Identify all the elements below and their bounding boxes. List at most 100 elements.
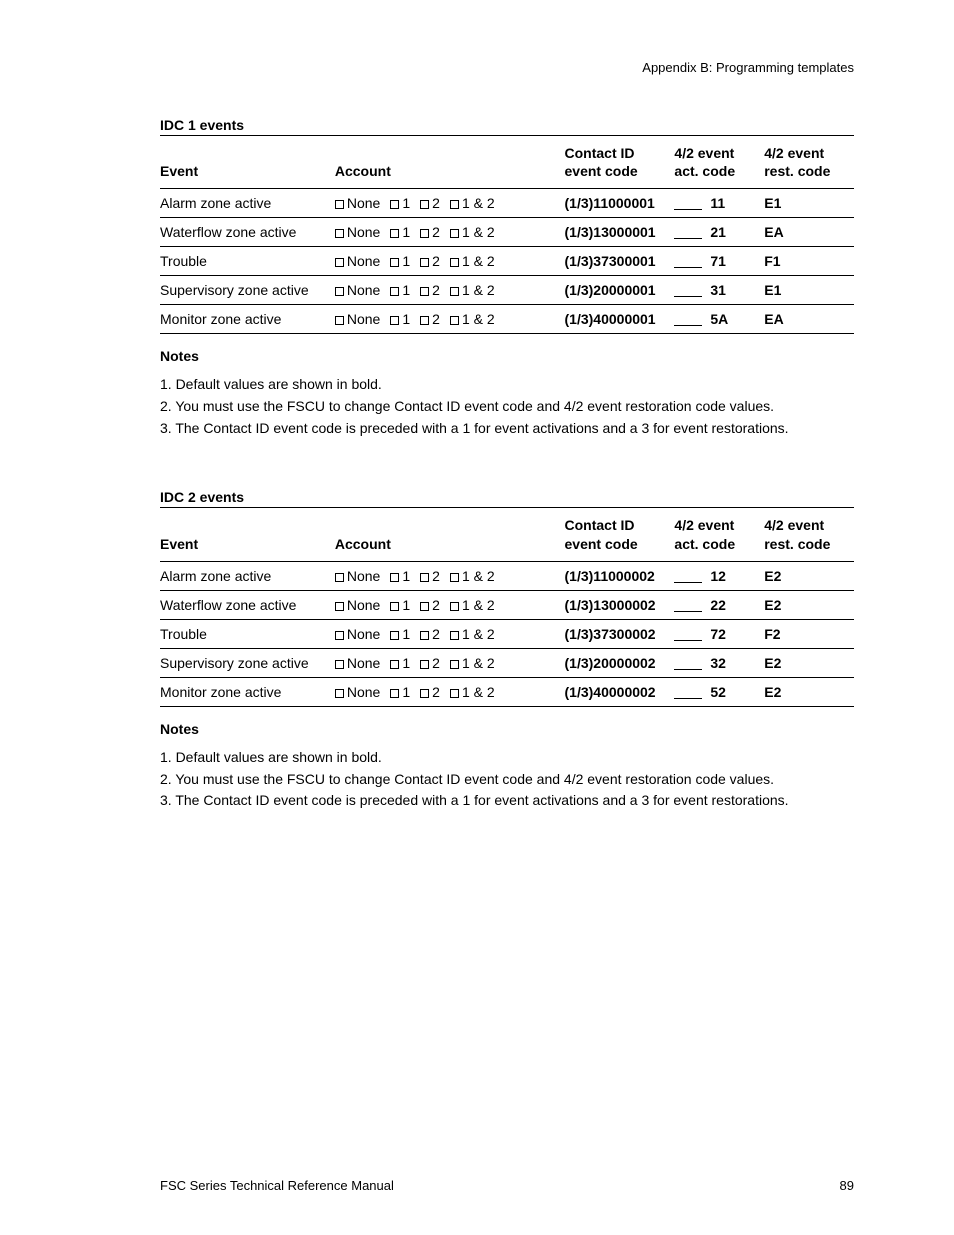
table-header-row: Event Account Contact IDevent code 4/2 e… [160, 508, 854, 561]
account-option[interactable]: None [335, 311, 380, 327]
account-option[interactable]: 2 [420, 655, 440, 671]
account-option[interactable]: 1 & 2 [450, 282, 495, 298]
checkbox-icon [335, 602, 344, 611]
cell-account: None 12 1 & 2 [335, 305, 565, 334]
account-option[interactable]: 2 [420, 684, 440, 700]
checkbox-icon [420, 660, 429, 669]
checkbox-icon [420, 258, 429, 267]
cell-rest: E2 [764, 561, 854, 590]
table-body-idc1: Alarm zone active None121 & 2 (1/3)11000… [160, 189, 854, 334]
account-option[interactable]: 2 [420, 253, 440, 269]
account-option[interactable]: None [335, 195, 380, 211]
checkbox-icon [390, 229, 399, 238]
checkbox-icon [335, 229, 344, 238]
checkbox-icon [450, 689, 459, 698]
account-option[interactable]: 2 [420, 597, 440, 613]
checkbox-icon [450, 660, 459, 669]
checkbox-icon [390, 602, 399, 611]
account-option[interactable]: 1 & 2 [450, 597, 495, 613]
section-title-idc1: IDC 1 events [160, 117, 854, 133]
checkbox-icon [420, 287, 429, 296]
checkbox-icon [335, 258, 344, 267]
account-option[interactable]: 1 [390, 282, 410, 298]
table-row: Monitor zone active None121 & 2 (1/3)400… [160, 305, 854, 334]
page: Appendix B: Programming templates IDC 1 … [0, 0, 954, 1235]
cell-rest: E1 [764, 276, 854, 305]
account-option[interactable]: 1 [390, 597, 410, 613]
checkbox-icon [420, 200, 429, 209]
account-option[interactable]: 1 [390, 626, 410, 642]
section-title-idc2: IDC 2 events [160, 489, 854, 505]
account-option[interactable]: 2 [420, 282, 440, 298]
checkbox-icon [335, 660, 344, 669]
note-item: 2. You must use the FSCU to change Conta… [160, 769, 854, 791]
cell-event: Monitor zone active [160, 305, 335, 334]
cell-contact: (1/3)11000002 [565, 561, 675, 590]
col-act: 4/2 eventact. code [674, 136, 764, 189]
account-option[interactable]: None [335, 655, 380, 671]
cell-act: 71 [674, 247, 764, 276]
account-option[interactable]: 1 [390, 311, 410, 327]
account-option[interactable]: 1 [390, 655, 410, 671]
table-row: Trouble None121 & 2 (1/3)37300002 72 F2 [160, 619, 854, 648]
cell-account: None 12 1 & 2 [335, 247, 565, 276]
account-option[interactable]: 2 [420, 195, 440, 211]
table-row: Waterflow zone active None121 & 2 (1/3)1… [160, 218, 854, 247]
account-option[interactable]: None [335, 684, 380, 700]
account-option[interactable]: 1 & 2 [450, 224, 495, 240]
checkbox-icon [390, 200, 399, 209]
account-option[interactable]: 1 [390, 195, 410, 211]
account-option[interactable]: 1 [390, 684, 410, 700]
checkbox-icon [450, 316, 459, 325]
note-item: 1. Default values are shown in bold. [160, 747, 854, 769]
cell-event: Monitor zone active [160, 677, 335, 706]
account-option[interactable]: 2 [420, 311, 440, 327]
account-option[interactable]: 2 [420, 224, 440, 240]
account-option[interactable]: 2 [420, 626, 440, 642]
account-option[interactable]: 1 [390, 224, 410, 240]
checkbox-icon [450, 631, 459, 640]
account-option[interactable]: 1 & 2 [450, 311, 495, 327]
cell-account: None 12 1 & 2 [335, 648, 565, 677]
cell-act: 22 [674, 590, 764, 619]
checkbox-icon [420, 573, 429, 582]
note-item: 2. You must use the FSCU to change Conta… [160, 396, 854, 418]
checkbox-icon [450, 200, 459, 209]
page-footer: FSC Series Technical Reference Manual 89 [160, 1178, 854, 1193]
cell-rest: E1 [764, 189, 854, 218]
account-option[interactable]: 1 & 2 [450, 195, 495, 211]
page-header: Appendix B: Programming templates [160, 60, 854, 75]
account-option[interactable]: None [335, 224, 380, 240]
account-option[interactable]: None [335, 597, 380, 613]
checkbox-icon [390, 316, 399, 325]
account-option[interactable]: None [335, 282, 380, 298]
account-option[interactable]: 2 [420, 568, 440, 584]
account-option[interactable]: None [335, 568, 380, 584]
cell-act: 12 [674, 561, 764, 590]
cell-account: None 12 1 & 2 [335, 677, 565, 706]
account-option[interactable]: 1 & 2 [450, 253, 495, 269]
checkbox-icon [450, 258, 459, 267]
account-option[interactable]: None [335, 626, 380, 642]
cell-event: Trouble [160, 247, 335, 276]
checkbox-icon [390, 631, 399, 640]
cell-act: 5A [674, 305, 764, 334]
table-row: Alarm zone active None121 & 2 (1/3)11000… [160, 189, 854, 218]
cell-contact: (1/3)40000002 [565, 677, 675, 706]
account-option[interactable]: 1 [390, 253, 410, 269]
cell-event: Waterflow zone active [160, 590, 335, 619]
account-option[interactable]: None [335, 253, 380, 269]
checkbox-icon [450, 229, 459, 238]
account-option[interactable]: 1 & 2 [450, 626, 495, 642]
cell-event: Alarm zone active [160, 561, 335, 590]
col-event: Event [160, 508, 335, 561]
account-option[interactable]: 1 & 2 [450, 655, 495, 671]
account-option[interactable]: 1 & 2 [450, 568, 495, 584]
checkbox-icon [335, 200, 344, 209]
account-option[interactable]: 1 & 2 [450, 684, 495, 700]
note-item: 3. The Contact ID event code is preceded… [160, 418, 854, 440]
cell-event: Supervisory zone active [160, 276, 335, 305]
table-row: Monitor zone active None 12 1 & 2 (1/3)400… [160, 677, 854, 706]
account-option[interactable]: 1 [390, 568, 410, 584]
checkbox-icon [420, 631, 429, 640]
